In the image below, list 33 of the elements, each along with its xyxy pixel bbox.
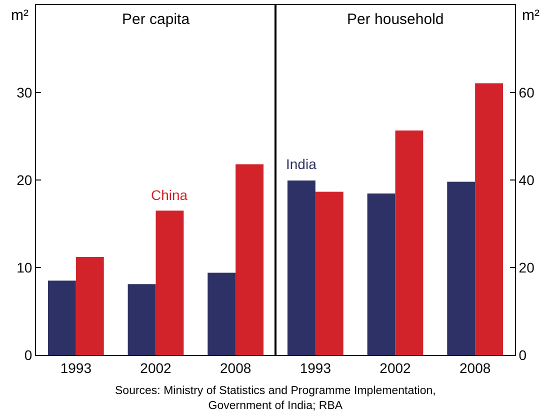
- bar: [395, 130, 424, 355]
- x-tick-label: 1993: [60, 360, 92, 376]
- source-note: Sources: Ministry of Statistics and Programme Implementation, Government of India; RBA: [115, 385, 436, 412]
- bar: [128, 284, 156, 355]
- bar: [236, 164, 264, 355]
- series-label: China: [151, 187, 188, 203]
- bar: [447, 182, 476, 355]
- bar: [48, 280, 76, 355]
- y-tick-label: 40: [518, 172, 535, 188]
- bar: [287, 180, 316, 355]
- y-tick-label: 0: [24, 346, 32, 363]
- x-tick-label: 2002: [380, 360, 412, 376]
- y-axis-title: m²: [11, 7, 28, 24]
- series-label: India: [286, 156, 317, 172]
- y-tick-label: 20: [518, 259, 535, 276]
- y-tick-label: 20: [16, 172, 32, 188]
- bar: [315, 192, 344, 355]
- chart-title: Per household: [347, 11, 444, 28]
- bar: [475, 83, 504, 355]
- x-tick-label: 2008: [220, 360, 252, 376]
- x-tick-label: 2008: [460, 360, 491, 376]
- bar: [156, 210, 184, 355]
- y-tick-label: 10: [16, 259, 32, 276]
- bar: [367, 194, 396, 355]
- chart-title: Per capita: [122, 11, 190, 28]
- bar: [76, 257, 104, 355]
- y-tick-label: 60: [518, 84, 535, 100]
- y-tick-label: 0: [518, 346, 527, 363]
- x-tick-label: 2002: [140, 360, 172, 376]
- y-tick-label: 30: [16, 84, 32, 100]
- x-tick-label: 1993: [300, 360, 332, 376]
- y-axis-title: m²: [522, 7, 540, 24]
- bar: [208, 272, 236, 355]
